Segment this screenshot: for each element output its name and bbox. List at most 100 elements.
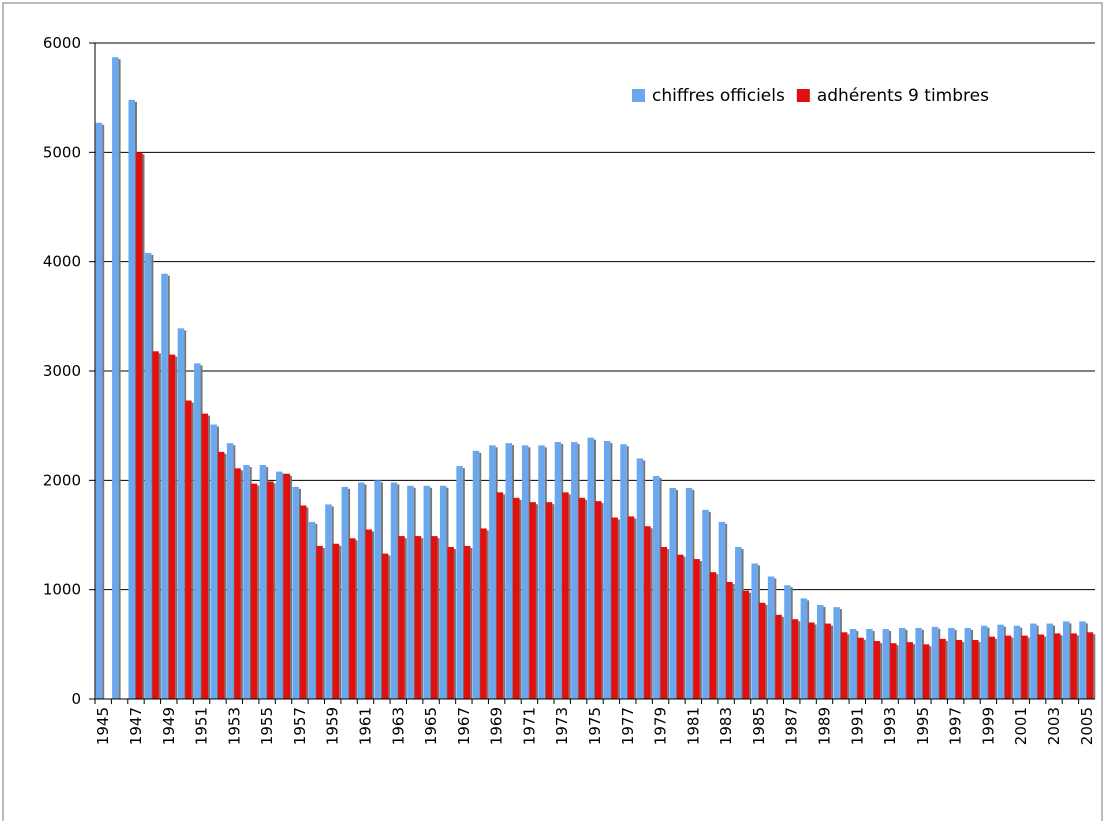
bar: [365, 529, 372, 699]
bar: [177, 328, 185, 699]
bar: [931, 626, 939, 699]
bar: [669, 487, 676, 699]
bar: [456, 466, 463, 699]
bar: [898, 627, 906, 699]
bar-side: [1093, 634, 1096, 699]
bar: [1021, 635, 1028, 699]
bar: [718, 521, 726, 699]
bar-side: [437, 538, 440, 699]
bar-side: [421, 538, 424, 699]
bar: [660, 547, 668, 699]
legend-label: chiffres officiels: [652, 86, 785, 106]
bar: [316, 545, 323, 699]
bar: [152, 351, 159, 699]
bar: [595, 501, 602, 699]
bar-side: [781, 616, 784, 699]
x-tick-label: 1967: [455, 707, 473, 745]
bar: [243, 465, 250, 699]
bar-side: [552, 504, 555, 699]
x-tick-label: 1953: [225, 707, 243, 745]
bar-side: [798, 621, 801, 699]
bar: [545, 502, 553, 699]
bar: [800, 598, 808, 699]
bar: [742, 590, 750, 699]
bar-side: [470, 547, 473, 699]
bar-side: [1011, 637, 1014, 699]
bar: [112, 57, 119, 700]
bar: [980, 625, 988, 699]
bar-side: [962, 641, 965, 699]
bar-side: [371, 531, 374, 699]
y-tick-label: 6000: [43, 34, 81, 52]
bar: [538, 445, 545, 699]
bar: [988, 636, 995, 699]
legend-swatch: [796, 89, 810, 102]
bar: [349, 538, 356, 699]
bar: [144, 252, 152, 700]
bar: [128, 99, 135, 699]
bar-side: [322, 547, 325, 699]
bar-side: [945, 640, 948, 699]
x-tick-label: 1951: [193, 707, 211, 745]
bar: [250, 483, 258, 699]
y-tick-label: 0: [71, 690, 81, 708]
x-tick-label: 1993: [881, 707, 899, 745]
x-tick-label: 2001: [1012, 707, 1030, 745]
bar-side: [191, 402, 194, 699]
bar-side: [1027, 637, 1030, 699]
bar-side: [306, 507, 309, 699]
x-tick-label: 1985: [750, 707, 768, 745]
x-tick-label: 1997: [947, 707, 965, 745]
bar: [603, 440, 611, 699]
bar: [398, 536, 405, 699]
bar: [168, 354, 176, 699]
x-tick-label: 1999: [979, 707, 997, 745]
bar: [472, 450, 480, 699]
bar: [431, 536, 438, 699]
bar: [325, 504, 332, 699]
legend-label: adhérents 9 timbres: [817, 86, 989, 106]
bar-side: [102, 124, 105, 699]
bar-side: [257, 485, 260, 699]
x-tick-label: 1959: [324, 707, 342, 745]
bar: [185, 400, 192, 699]
bar: [906, 642, 913, 699]
bar-side: [519, 499, 522, 699]
bar: [578, 497, 586, 699]
bar: [939, 638, 946, 699]
bar: [653, 475, 660, 699]
bar: [882, 629, 890, 699]
bar-side: [601, 503, 604, 699]
x-tick-label: 1947: [127, 707, 145, 745]
bar: [620, 444, 627, 699]
bar-side: [1044, 636, 1047, 699]
bar: [267, 481, 274, 699]
bar: [529, 502, 536, 699]
bar-side: [683, 556, 686, 699]
bar-side: [1060, 635, 1063, 699]
bar: [357, 482, 365, 699]
bar: [381, 553, 389, 699]
bar: [955, 639, 963, 699]
bar: [775, 614, 782, 699]
bar: [332, 543, 340, 699]
x-tick-label: 1955: [258, 707, 276, 745]
y-tick-label: 2000: [43, 471, 81, 489]
bar: [915, 627, 922, 699]
bar: [824, 623, 832, 699]
bar: [161, 273, 168, 699]
bar: [693, 559, 700, 699]
bar: [857, 637, 864, 699]
bar: [292, 486, 299, 699]
x-tick-label: 2005: [1078, 707, 1096, 745]
y-tick-label: 5000: [43, 143, 81, 161]
bar: [1030, 623, 1037, 699]
bar: [407, 485, 414, 699]
bar: [521, 445, 529, 699]
bar: [554, 442, 562, 699]
x-tick-label: 1965: [422, 707, 440, 745]
bar-side: [1076, 635, 1079, 699]
x-tick-label: 1983: [717, 707, 735, 745]
